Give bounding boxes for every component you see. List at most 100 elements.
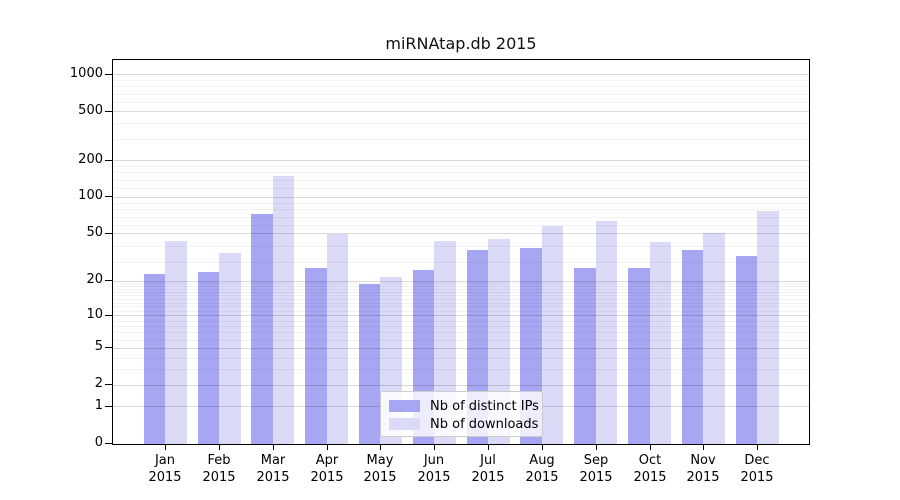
bar-ips-jan <box>143 274 166 444</box>
bar-downloads-feb <box>219 252 241 444</box>
gridline <box>113 326 809 327</box>
y-tick-label: 1000 <box>69 66 103 81</box>
gridline <box>113 262 809 263</box>
x-tick-label-mar: Mar 2015 <box>256 453 290 485</box>
y-tick-label: 2 <box>94 376 103 391</box>
y-tick-label: 50 <box>86 225 103 240</box>
x-tick <box>703 444 704 450</box>
gridline <box>113 286 809 287</box>
legend-item-distinct-ips: Nb of distinct IPs <box>389 397 539 415</box>
bar-ips-dec <box>735 255 758 444</box>
x-tick-label-jul: Jul 2015 <box>471 453 505 485</box>
gridline <box>113 123 809 124</box>
y-tick-label: 1 <box>94 398 103 413</box>
bar-ips-sep <box>574 267 596 444</box>
x-tick-label-may: May 2015 <box>363 453 397 485</box>
y-tick-label: 100 <box>78 188 103 203</box>
y-tick-label: 20 <box>86 272 103 287</box>
gridline <box>113 160 809 161</box>
y-tick <box>105 233 112 234</box>
x-tick <box>757 444 758 450</box>
gridline <box>113 209 809 210</box>
gridline <box>113 311 809 312</box>
y-tick-label: 10 <box>86 307 103 322</box>
gridline <box>113 172 809 173</box>
gridline <box>113 94 809 95</box>
gridline <box>113 295 809 296</box>
x-tick <box>542 444 543 450</box>
x-tick-label-jan: Jan 2015 <box>148 453 182 485</box>
bar-ips-nov <box>681 249 704 444</box>
x-tick <box>219 444 220 450</box>
gridline <box>113 139 809 140</box>
gridline <box>113 188 809 189</box>
x-tick <box>273 444 274 450</box>
gridline <box>113 358 809 359</box>
x-tick-label-apr: Apr 2015 <box>310 453 344 485</box>
x-tick-label-nov: Nov 2015 <box>686 453 720 485</box>
gridline <box>113 289 809 290</box>
gridline <box>113 369 809 370</box>
x-tick-label-aug: Aug 2015 <box>525 453 559 485</box>
gridline <box>113 306 809 307</box>
gridline <box>113 225 809 226</box>
x-tick <box>488 444 489 450</box>
gridline <box>113 217 809 218</box>
gridline <box>113 86 809 87</box>
x-tick-label-dec: Dec 2015 <box>740 453 774 485</box>
x-tick-label-feb: Feb 2015 <box>202 453 236 485</box>
gridline <box>113 321 809 322</box>
gridline <box>113 111 809 112</box>
legend-label-downloads: Nb of downloads <box>430 416 539 432</box>
legend-item-downloads: Nb of downloads <box>389 415 539 433</box>
y-tick-label: 200 <box>78 152 103 167</box>
gridline <box>113 292 809 293</box>
x-tick-label-sep: Sep 2015 <box>579 453 613 485</box>
plot-area <box>112 59 810 445</box>
x-tick-label-jun: Jun 2015 <box>417 453 451 485</box>
gridline <box>113 348 809 349</box>
chart-title: miRNAtap.db 2015 <box>385 34 537 53</box>
gridline <box>113 299 809 300</box>
y-tick <box>105 406 112 407</box>
y-tick-label: 0 <box>94 435 103 450</box>
bar-downloads-oct <box>649 241 672 444</box>
y-tick <box>105 280 112 281</box>
gridline <box>113 74 809 75</box>
x-tick <box>165 444 166 450</box>
gridline <box>113 281 809 282</box>
x-tick <box>596 444 597 450</box>
legend-swatch-distinct-ips <box>389 400 420 412</box>
bar-downloads-jan <box>165 240 187 444</box>
gridline <box>113 246 809 247</box>
gridline <box>113 340 809 341</box>
y-tick-label: 500 <box>78 103 103 118</box>
gridline <box>113 102 809 103</box>
legend: Nb of distinct IPs Nb of downloads <box>380 391 543 437</box>
y-tick <box>105 443 112 444</box>
gridline <box>113 197 809 198</box>
bar-ips-may <box>358 283 381 444</box>
x-tick-label-oct: Oct 2015 <box>633 453 667 485</box>
gridline <box>113 203 809 204</box>
y-tick-label: 5 <box>94 339 103 354</box>
legend-label-distinct-ips: Nb of distinct IPs <box>430 398 539 414</box>
gridline <box>113 233 809 234</box>
legend-swatch-downloads <box>389 418 420 430</box>
gridline <box>113 303 809 304</box>
gridline <box>113 80 809 81</box>
y-tick <box>105 196 112 197</box>
bar-downloads-sep <box>595 221 618 444</box>
bar-ips-apr <box>305 267 327 444</box>
gridline <box>113 166 809 167</box>
bar-ips-oct <box>628 267 650 444</box>
bar-ips-feb <box>197 272 220 444</box>
bar-ips-mar <box>251 214 273 444</box>
y-tick <box>105 315 112 316</box>
bar-downloads-apr <box>326 233 349 444</box>
bar-downloads-aug <box>541 226 564 444</box>
gridline <box>113 180 809 181</box>
gridline <box>113 283 809 284</box>
gridline <box>113 385 809 386</box>
